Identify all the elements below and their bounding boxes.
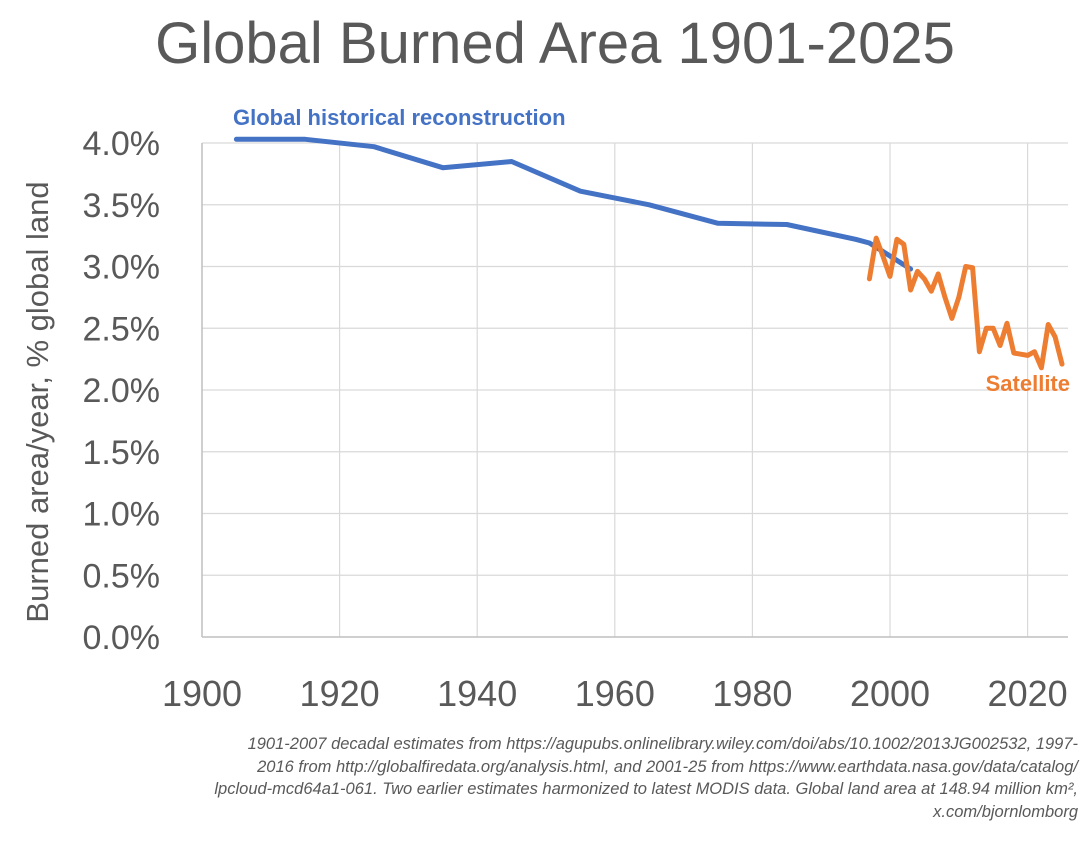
chart-title: Global Burned Area 1901-2025 bbox=[155, 11, 955, 76]
y-tick-label: 2.5% bbox=[83, 310, 161, 348]
y-tick-label: 2.0% bbox=[83, 372, 161, 410]
satellite-line bbox=[866, 235, 1065, 371]
footnote-line: x.com/bjornlomborg bbox=[933, 802, 1078, 821]
x-tick-label: 1980 bbox=[712, 673, 792, 714]
y-tick-label: 0.0% bbox=[83, 619, 161, 657]
y-tick-label: 4.0% bbox=[83, 125, 161, 163]
grid-lines bbox=[202, 142, 1068, 637]
footnote-line: 2016 from http://globalfiredata.org/anal… bbox=[257, 757, 1078, 776]
x-tick-label: 2020 bbox=[988, 673, 1068, 714]
x-tick-label: 1900 bbox=[162, 673, 242, 714]
y-tick-label: 1.0% bbox=[83, 496, 161, 534]
y-tick-label: 1.5% bbox=[83, 434, 161, 472]
y-tick-label: 3.0% bbox=[83, 249, 161, 287]
source-footnote: 1901-2007 decadal estimates from https:/… bbox=[8, 733, 1078, 823]
x-tick-label: 2000 bbox=[850, 673, 930, 714]
x-tick-label: 1920 bbox=[300, 673, 380, 714]
series-label-historical: Global historical reconstruction bbox=[233, 105, 566, 130]
x-tick-label: 1940 bbox=[437, 673, 517, 714]
y-tick-label: 0.5% bbox=[83, 557, 161, 595]
y-axis-label: Burned area/year, % global land bbox=[20, 181, 55, 622]
series-lines bbox=[233, 136, 1065, 371]
historical-reconstruction-line bbox=[233, 136, 914, 272]
axes: 0.0% 0.5% 1.0% 1.5% 2.0% 2.5% 3.0% 3.5% 4.0% 1900… bbox=[83, 125, 1068, 714]
footnote-line: lpcloud-mcd64a1-061. Two earlier estimat… bbox=[214, 780, 1078, 798]
x-tick-label: 1960 bbox=[575, 673, 655, 714]
series-labels: Global historical reconstruction Satelli… bbox=[233, 105, 1070, 396]
series-label-satellite: Satellite bbox=[986, 371, 1070, 396]
y-tick-label: 3.5% bbox=[83, 187, 161, 225]
footnote-line: 1901-2007 decadal estimates from https:/… bbox=[247, 735, 1078, 753]
